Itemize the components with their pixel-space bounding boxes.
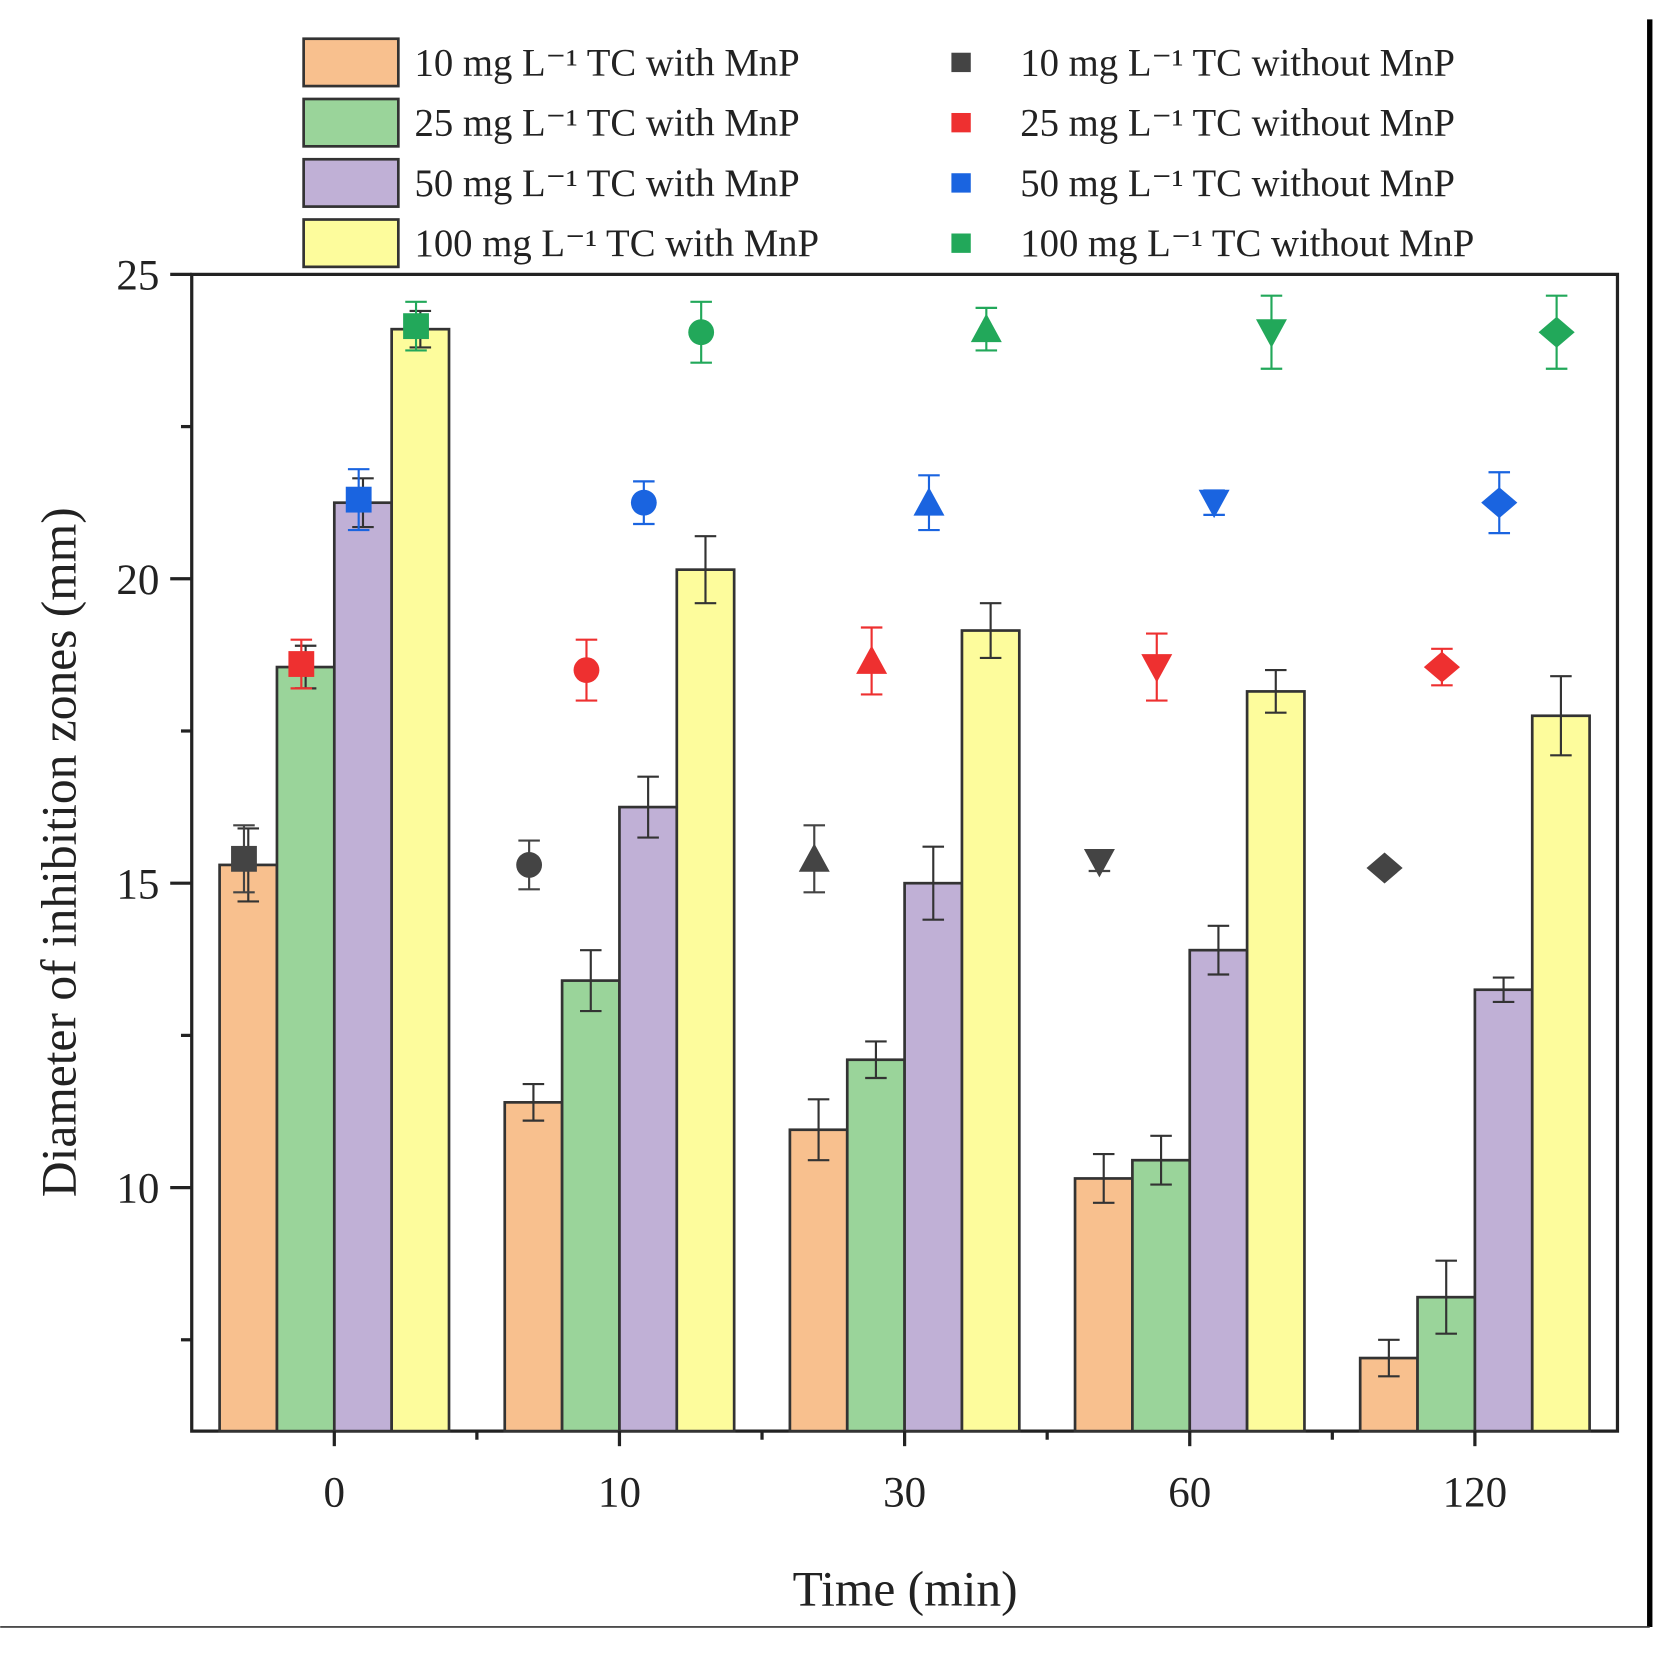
bar-1-3 bbox=[675, 568, 736, 1433]
point-1-2 bbox=[630, 489, 657, 516]
point-2-0 bbox=[798, 843, 830, 872]
x-tick-label-2: 30 bbox=[883, 1469, 926, 1516]
point-0-3 bbox=[403, 313, 429, 340]
legend-label-bar-1: 25 mg L⁻¹ TC with MnP bbox=[414, 102, 799, 145]
legend-marker-1 bbox=[951, 112, 971, 133]
point-3-0 bbox=[1083, 848, 1115, 878]
x-tick-label-4: 120 bbox=[1443, 1469, 1508, 1516]
legend-label-point-1: 25 mg L⁻¹ TC without MnP bbox=[1020, 102, 1455, 145]
legend-swatch-2 bbox=[302, 157, 400, 208]
bar-2-3 bbox=[960, 629, 1021, 1433]
bar-3-0 bbox=[1073, 1177, 1134, 1433]
y-tick-label-2: 20 bbox=[116, 557, 159, 604]
legend-label-bar-2: 50 mg L⁻¹ TC with MnP bbox=[414, 162, 799, 205]
legend-swatch-0 bbox=[302, 37, 400, 88]
legend-marker-3 bbox=[951, 233, 971, 253]
bar-error-4-1 bbox=[1435, 1259, 1457, 1335]
bar-3-2 bbox=[1188, 948, 1249, 1433]
point-2-1 bbox=[856, 645, 888, 674]
legend-swatch-1 bbox=[302, 97, 400, 148]
bar-error-4-0 bbox=[1378, 1338, 1400, 1378]
legend-swatch-3 bbox=[302, 218, 400, 269]
point-1-3 bbox=[688, 319, 715, 346]
bar-1-1 bbox=[560, 979, 621, 1433]
bar-1-0 bbox=[503, 1101, 564, 1433]
legend-label-bar-0: 10 mg L⁻¹ TC with MnP bbox=[414, 41, 799, 84]
legend: 10 mg L⁻¹ TC with MnP 25 mg L⁻¹ TC with M… bbox=[302, 37, 1474, 269]
bar-error-2-2 bbox=[922, 845, 945, 921]
point-3-2 bbox=[1198, 489, 1230, 519]
legend-label-point-3: 100 mg L⁻¹ TC without MnP bbox=[1020, 222, 1474, 265]
point-3-3 bbox=[1255, 319, 1287, 348]
bar-error-2-0 bbox=[807, 1098, 830, 1162]
x-tick-label-0: 0 bbox=[324, 1469, 346, 1516]
point-0-1 bbox=[288, 651, 315, 677]
point-4-2 bbox=[1481, 487, 1518, 519]
bar-4-1 bbox=[1416, 1295, 1477, 1433]
bar-3-3 bbox=[1245, 690, 1306, 1433]
bar-error-4-3 bbox=[1550, 675, 1572, 757]
x-tick-label-3: 60 bbox=[1168, 1469, 1211, 1516]
point-1-1 bbox=[573, 657, 600, 684]
bar-2-2 bbox=[903, 881, 964, 1433]
bar-error-3-0 bbox=[1092, 1153, 1115, 1204]
bar-2-1 bbox=[845, 1058, 906, 1433]
bar-error-3-3 bbox=[1265, 669, 1287, 714]
bar-0-2 bbox=[332, 501, 394, 1433]
legend-label-point-2: 50 mg L⁻¹ TC without MnP bbox=[1020, 162, 1455, 205]
point-0-0 bbox=[231, 845, 257, 872]
bar-0-0 bbox=[218, 863, 279, 1433]
point-4-0 bbox=[1366, 852, 1403, 884]
point-0-2 bbox=[345, 486, 372, 513]
y-tick-label-1: 15 bbox=[116, 861, 159, 908]
point-4-3 bbox=[1538, 316, 1575, 348]
legend-marker-0 bbox=[951, 52, 971, 73]
bar-error-1-3 bbox=[694, 535, 717, 605]
bar-error-2-3 bbox=[979, 602, 1002, 660]
point-3-1 bbox=[1141, 654, 1173, 683]
bar-2-0 bbox=[788, 1128, 849, 1433]
bar-4-2 bbox=[1473, 988, 1534, 1433]
y-axis-title: Diameter of inhibition zones (mm) bbox=[32, 507, 87, 1197]
x-axis-title: Time (min) bbox=[793, 1561, 1018, 1616]
bar-error-3-2 bbox=[1207, 924, 1230, 976]
legend-marker-2 bbox=[951, 173, 971, 193]
bar-4-3 bbox=[1530, 714, 1591, 1433]
bar-error-4-2 bbox=[1492, 976, 1515, 1003]
bar-error-2-1 bbox=[865, 1040, 887, 1080]
legend-label-point-0: 10 mg L⁻¹ TC without MnP bbox=[1020, 41, 1455, 84]
bar-1-2 bbox=[618, 805, 679, 1433]
bar-0-1 bbox=[275, 665, 336, 1433]
bar-3-1 bbox=[1131, 1158, 1192, 1433]
point-4-1 bbox=[1423, 651, 1460, 683]
point-2-3 bbox=[970, 313, 1002, 343]
bar-error-1-1 bbox=[580, 949, 602, 1013]
y-tick-label-0: 10 bbox=[116, 1166, 159, 1213]
y-tick-label-3: 25 bbox=[116, 252, 159, 299]
bar-0-3 bbox=[390, 327, 451, 1433]
bar-error-3-1 bbox=[1150, 1134, 1172, 1186]
bar-error-1-0 bbox=[522, 1083, 545, 1122]
bar-error-1-2 bbox=[637, 775, 659, 839]
legend-label-bar-3: 100 mg L⁻¹ TC with MnP bbox=[414, 222, 819, 265]
x-tick-label-1: 10 bbox=[598, 1469, 641, 1516]
point-1-0 bbox=[516, 852, 543, 878]
point-2-2 bbox=[913, 487, 945, 516]
